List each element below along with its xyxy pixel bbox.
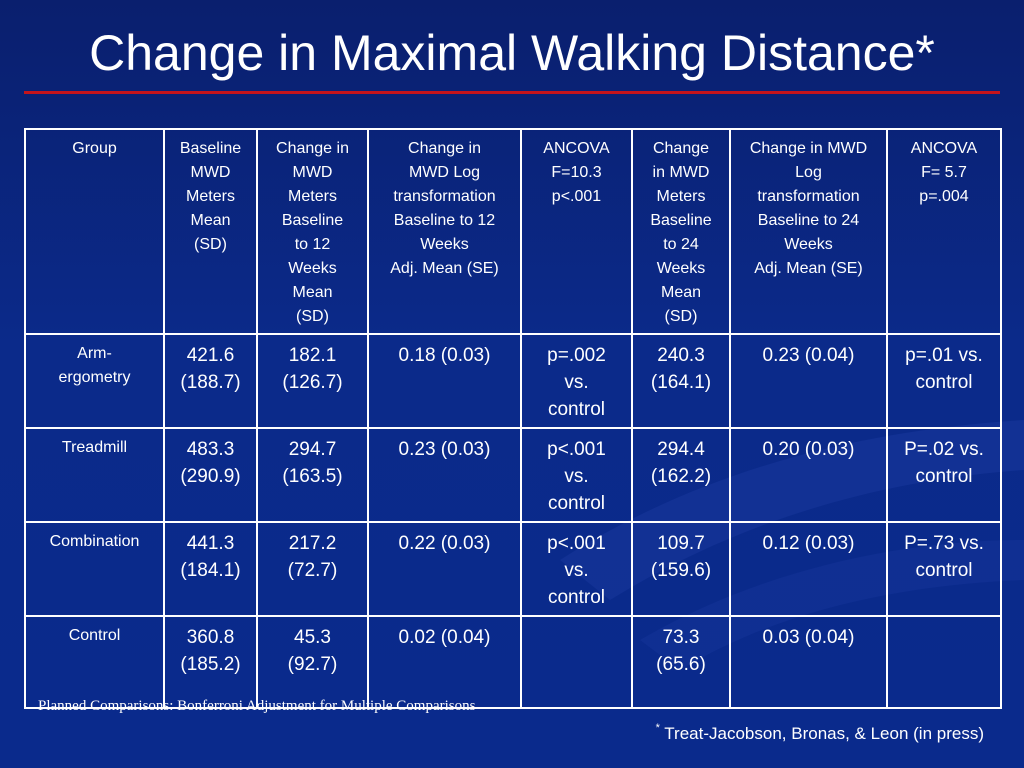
cell-baseline: 483.3 (290.9) (163, 427, 258, 523)
citation: * Treat-Jacobson, Bronas, & Leon (in pre… (655, 722, 984, 744)
cell-baseline: 360.8 (185.2) (163, 615, 258, 709)
citation-text: Treat-Jacobson, Bronas, & Leon (in press… (659, 724, 984, 743)
cell-group: Arm- ergometry (24, 333, 165, 429)
cell-p-24wk: P=.73 vs. control (886, 521, 1002, 617)
table-row: Arm- ergometry 421.6 (188.7) 182.1 (126.… (24, 333, 1002, 429)
cell-log-24wk: 0.23 (0.04) (729, 333, 888, 429)
cell-log-12wk: 0.23 (0.03) (367, 427, 522, 523)
cell-baseline: 421.6 (188.7) (163, 333, 258, 429)
cell-change-24wk: 240.3 (164.1) (631, 333, 731, 429)
footnote: Planned Comparisons: Bonferroni Adjustme… (38, 698, 476, 714)
slide-title: Change in Maximal Walking Distance* (89, 25, 935, 81)
header-change-12wk: Change in MWD Meters Baseline to 12 Week… (256, 128, 369, 335)
cell-change-24wk: 73.3 (65.6) (631, 615, 731, 709)
results-table: Group Baseline MWD Meters Mean (SD) Chan… (24, 128, 1002, 709)
cell-p-24wk: p=.01 vs. control (886, 333, 1002, 429)
cell-change-12wk: 45.3 (92.7) (256, 615, 369, 709)
cell-change-12wk: 294.7 (163.5) (256, 427, 369, 523)
cell-p-12wk: p<.001 vs. control (520, 521, 633, 617)
table-row: Control 360.8 (185.2) 45.3 (92.7) 0.02 (… (24, 615, 1002, 709)
table-row: Treadmill 483.3 (290.9) 294.7 (163.5) 0.… (24, 427, 1002, 523)
table-header-row: Group Baseline MWD Meters Mean (SD) Chan… (24, 128, 1002, 335)
cell-log-24wk: 0.12 (0.03) (729, 521, 888, 617)
citation-marker: * (655, 722, 660, 734)
cell-log-12wk: 0.22 (0.03) (367, 521, 522, 617)
header-ancova-24wk: ANCOVA F= 5.7 p=.004 (886, 128, 1002, 335)
cell-change-12wk: 217.2 (72.7) (256, 521, 369, 617)
cell-p-24wk (886, 615, 1002, 709)
cell-log-12wk: 0.02 (0.04) (367, 615, 522, 709)
cell-log-12wk: 0.18 (0.03) (367, 333, 522, 429)
cell-log-24wk: 0.20 (0.03) (729, 427, 888, 523)
header-ancova-12wk: ANCOVA F=10.3 p<.001 (520, 128, 633, 335)
cell-p-12wk (520, 615, 633, 709)
cell-p-24wk: P=.02 vs. control (886, 427, 1002, 523)
cell-change-24wk: 109.7 (159.6) (631, 521, 731, 617)
cell-change-24wk: 294.4 (162.2) (631, 427, 731, 523)
cell-baseline: 441.3 (184.1) (163, 521, 258, 617)
table-row: Combination 441.3 (184.1) 217.2 (72.7) 0… (24, 521, 1002, 617)
cell-group: Combination (24, 521, 165, 617)
header-log-12wk: Change in MWD Log transformation Baselin… (367, 128, 522, 335)
cell-group: Treadmill (24, 427, 165, 523)
title-divider (24, 91, 1000, 94)
header-log-24wk: Change in MWD Log transformation Baselin… (729, 128, 888, 335)
header-group: Group (24, 128, 165, 335)
cell-group: Control (24, 615, 165, 709)
cell-change-12wk: 182.1 (126.7) (256, 333, 369, 429)
header-baseline: Baseline MWD Meters Mean (SD) (163, 128, 258, 335)
cell-p-12wk: p<.001 vs. control (520, 427, 633, 523)
cell-log-24wk: 0.03 (0.04) (729, 615, 888, 709)
header-change-24wk: Change in MWD Meters Baseline to 24 Week… (631, 128, 731, 335)
cell-p-12wk: p=.002 vs. control (520, 333, 633, 429)
